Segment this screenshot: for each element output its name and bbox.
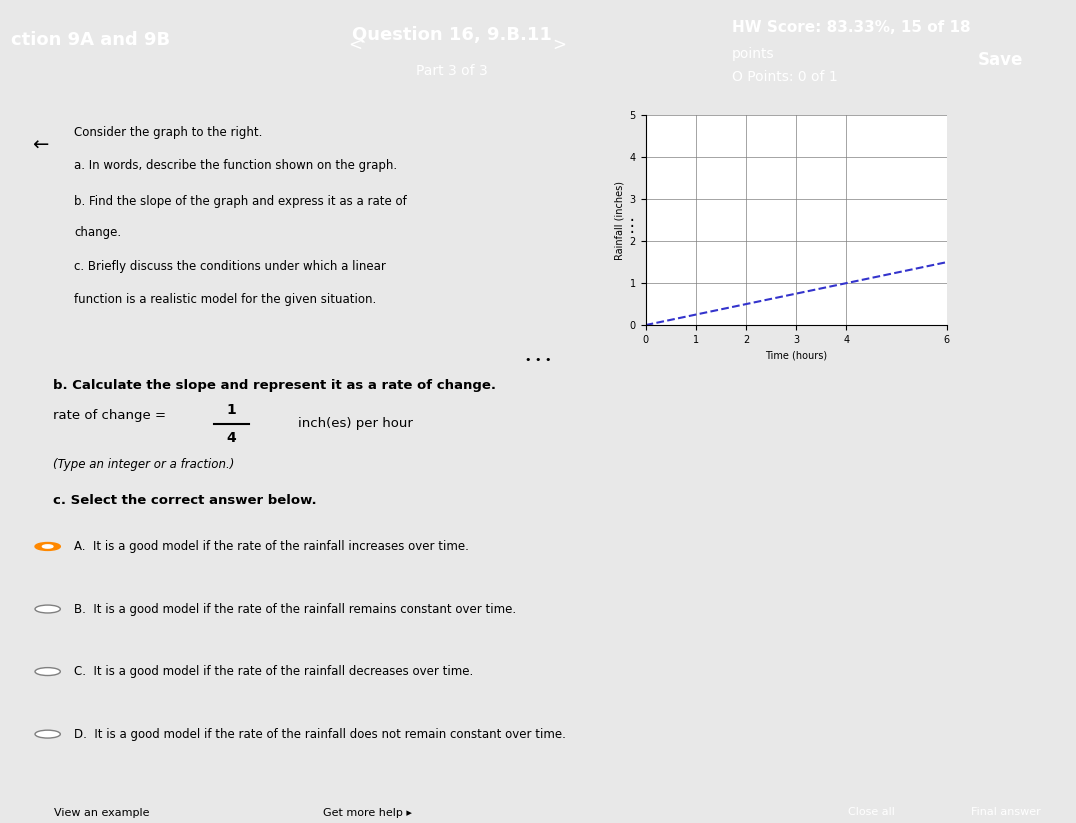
Text: Close all: Close all: [848, 807, 895, 817]
Text: a. In words, describe the function shown on the graph.: a. In words, describe the function shown…: [74, 160, 397, 173]
Text: 4: 4: [226, 430, 237, 444]
Text: A.  It is a good model if the rate of the rainfall increases over time.: A. It is a good model if the rate of the…: [74, 540, 469, 553]
Text: ction 9A and 9B: ction 9A and 9B: [11, 30, 170, 49]
Text: rate of change =: rate of change =: [53, 409, 166, 421]
Text: c. Briefly discuss the conditions under which a linear: c. Briefly discuss the conditions under …: [74, 260, 386, 272]
Text: c. Select the correct answer below.: c. Select the correct answer below.: [53, 494, 316, 507]
Text: 1: 1: [226, 403, 237, 417]
Circle shape: [36, 730, 60, 738]
Circle shape: [42, 545, 53, 548]
Text: Save: Save: [978, 51, 1023, 68]
Text: D.  It is a good model if the rate of the rainfall does not remain constant over: D. It is a good model if the rate of the…: [74, 728, 566, 741]
Text: ⋮: ⋮: [624, 217, 640, 235]
Text: inch(es) per hour: inch(es) per hour: [298, 417, 412, 430]
Text: View an example: View an example: [54, 807, 150, 818]
Text: >: >: [552, 35, 567, 53]
Text: b. Calculate the slope and represent it as a rate of change.: b. Calculate the slope and represent it …: [53, 379, 496, 392]
Text: C.  It is a good model if the rate of the rainfall decreases over time.: C. It is a good model if the rate of the…: [74, 665, 473, 678]
Text: B.  It is a good model if the rate of the rainfall remains constant over time.: B. It is a good model if the rate of the…: [74, 602, 516, 616]
Circle shape: [36, 542, 60, 551]
X-axis label: Time (hours): Time (hours): [765, 351, 827, 360]
Text: (Type an integer or a fraction.): (Type an integer or a fraction.): [53, 458, 235, 471]
Text: Consider the graph to the right.: Consider the graph to the right.: [74, 126, 263, 139]
Y-axis label: Rainfall (inches): Rainfall (inches): [614, 181, 624, 259]
Text: b. Find the slope of the graph and express it as a rate of: b. Find the slope of the graph and expre…: [74, 195, 407, 208]
Text: change.: change.: [74, 226, 122, 239]
Text: function is a realistic model for the given situation.: function is a realistic model for the gi…: [74, 293, 377, 306]
Text: ←: ←: [32, 136, 48, 155]
Text: Final answer: Final answer: [972, 807, 1040, 817]
Text: Question 16, 9.B.11: Question 16, 9.B.11: [352, 26, 552, 44]
Text: HW Score: 83.33%, 15 of 18: HW Score: 83.33%, 15 of 18: [732, 20, 971, 35]
Text: Get more help ▸: Get more help ▸: [323, 807, 412, 818]
Circle shape: [36, 605, 60, 613]
Text: Part 3 of 3: Part 3 of 3: [416, 64, 487, 78]
Text: • • •: • • •: [525, 355, 551, 365]
Text: <: <: [348, 35, 363, 53]
Text: O Points: 0 of 1: O Points: 0 of 1: [732, 70, 837, 84]
Text: points: points: [732, 47, 775, 62]
Circle shape: [36, 667, 60, 676]
